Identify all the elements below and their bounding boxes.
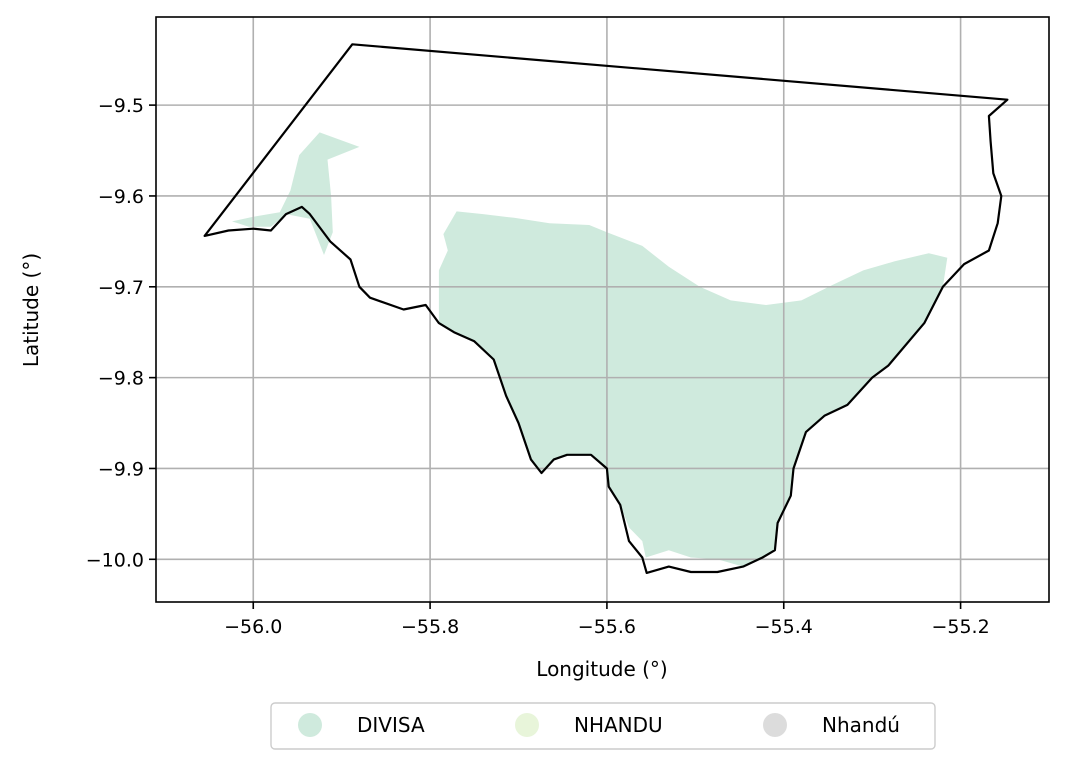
divisa-area-2 [438, 211, 948, 567]
plot-frame [155, 16, 1050, 603]
y-tick-label: −9.5 [98, 95, 144, 117]
x-axis-ticks: −56.0 −55.8 −55.6 −55.4 −55.2 [224, 602, 990, 638]
legend-marker-divisa [298, 713, 322, 737]
divisa-area-1 [232, 132, 360, 255]
y-axis-ticks: −9.5 −9.6 −9.7 −9.8 −9.9 −10.0 [86, 95, 156, 571]
outline-layer [203, 43, 1009, 575]
municipality-boundary [203, 43, 1009, 575]
x-tick-label: −55.2 [931, 616, 989, 638]
y-tick-label: −10.0 [86, 549, 144, 571]
plot-area [155, 16, 1050, 603]
legend-label-nhandu: NHANDU [574, 713, 663, 737]
x-axis-label: Longitude (°) [536, 657, 667, 681]
y-axis-label: Latitude (°) [19, 253, 43, 367]
legend-marker-nhandu [515, 713, 539, 737]
x-tick-label: −55.4 [755, 616, 813, 638]
x-tick-label: −55.6 [578, 616, 636, 638]
legend-label-divisa: DIVISA [357, 713, 425, 737]
x-tick-label: −55.8 [401, 616, 459, 638]
legend-label-nhandu-accent: Nhandú [822, 713, 900, 737]
legend: DIVISA NHANDU Nhandú [270, 702, 936, 750]
area-layer [232, 132, 948, 567]
y-tick-label: −9.7 [98, 277, 144, 299]
legend-marker-nhandu-accent [763, 713, 787, 737]
x-tick-label: −56.0 [224, 616, 282, 638]
legend-box [270, 702, 936, 750]
y-tick-label: −9.6 [98, 186, 144, 208]
y-tick-label: −9.9 [98, 458, 144, 480]
y-tick-label: −9.8 [98, 368, 144, 390]
